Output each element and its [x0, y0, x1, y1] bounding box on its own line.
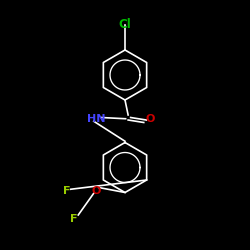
Text: O: O — [145, 114, 155, 124]
Text: HN: HN — [87, 114, 106, 124]
Text: F: F — [62, 186, 70, 196]
Text: O: O — [92, 186, 101, 196]
Text: F: F — [70, 214, 78, 224]
Text: Cl: Cl — [119, 18, 132, 32]
